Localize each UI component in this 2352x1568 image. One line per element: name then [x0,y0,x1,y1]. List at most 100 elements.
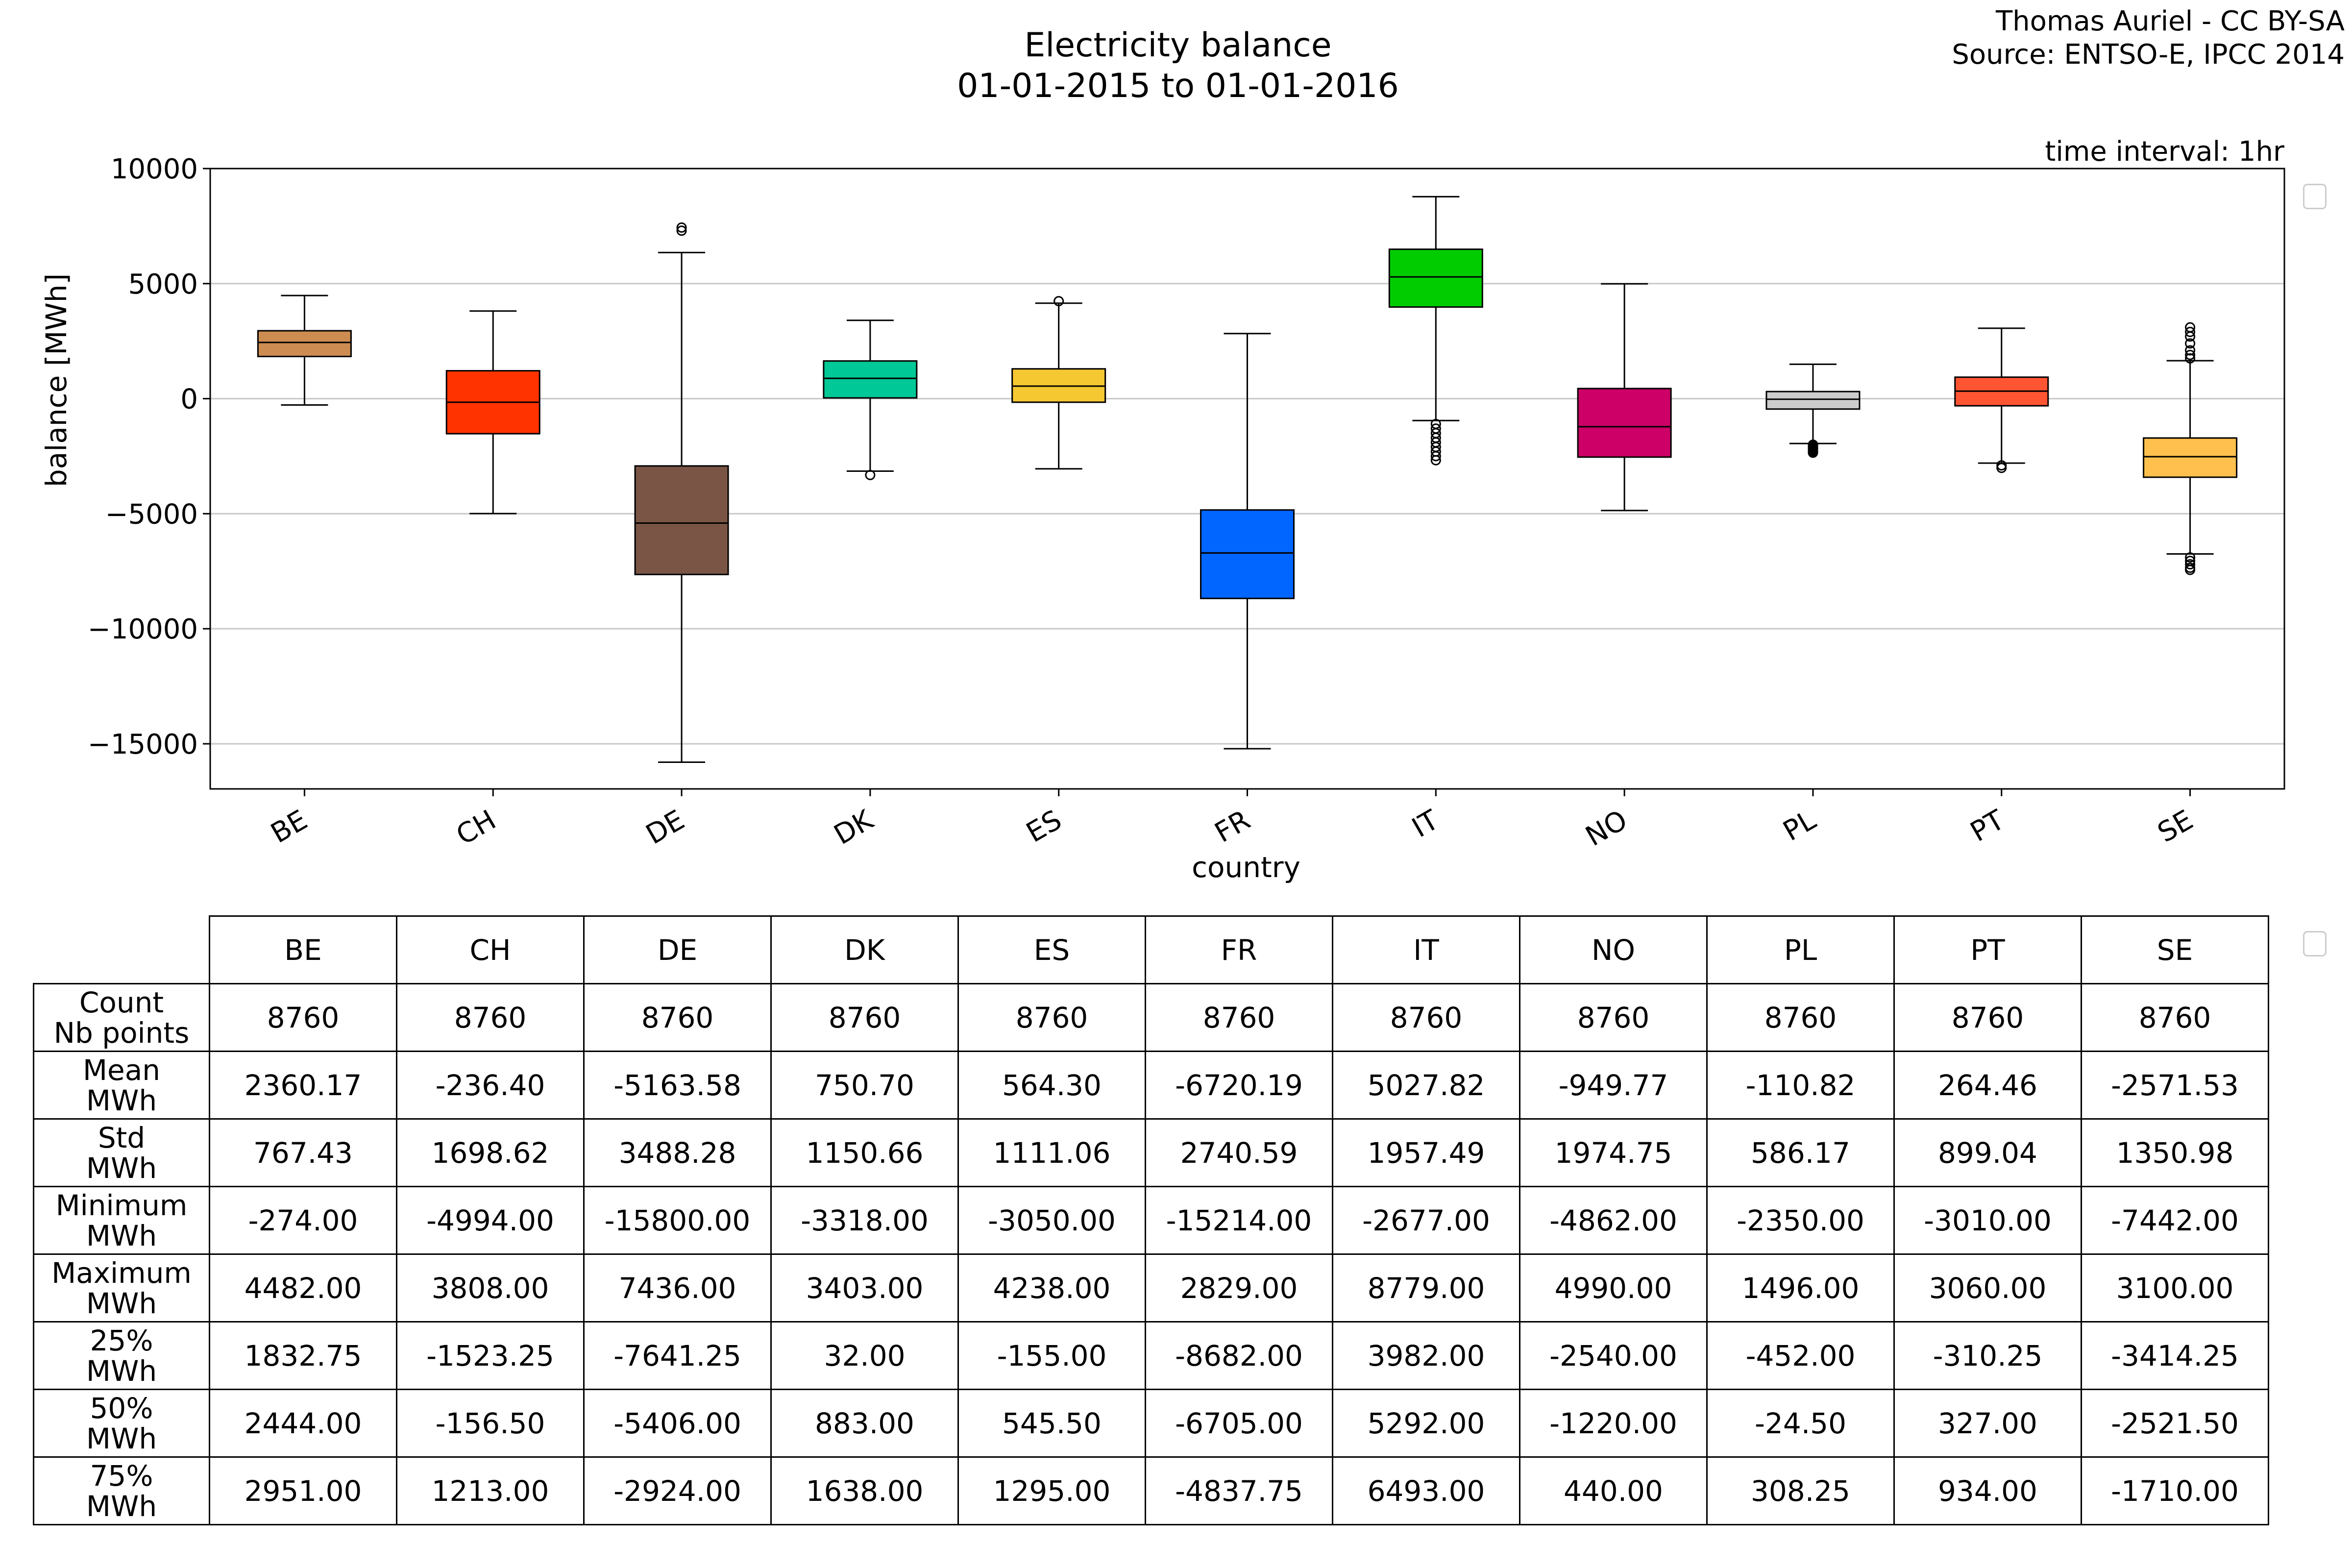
outlier-point [2185,559,2196,570]
table-cell: 4482.00 [209,1253,397,1323]
outlier-point [676,225,687,236]
table-cell: 7436.00 [583,1253,772,1323]
table-cell: -5406.00 [583,1389,772,1458]
y-tick-label: 5000 [128,269,198,300]
table-cell: 586.17 [1706,1118,1895,1187]
row-label: 50% [90,1391,153,1425]
x-tick-label: ES [1021,804,1067,849]
table-cell: -1710.00 [2081,1456,2269,1525]
table-cell: 8760 [209,983,397,1052]
table-cell: 5027.82 [1332,1051,1520,1120]
row-header: Maximum MWh [33,1253,210,1323]
credit-author: Thomas Auriel - CC BY-SA [1995,5,2345,37]
row-header: Std MWh [33,1118,210,1187]
table-cell: -2540.00 [1519,1321,1708,1390]
table-cell: 8760 [770,983,959,1052]
y-axis-label: balance [MWh] [40,273,73,487]
box-SE [2143,322,2238,575]
row-unit: MWh [86,1286,157,1320]
table-cell: 6493.00 [1332,1456,1520,1525]
table-cell: -2521.50 [2081,1389,2269,1458]
table-cell: -310.25 [1893,1321,2082,1390]
outlier-point [2185,564,2196,575]
table-cell: 3060.00 [1893,1253,2082,1323]
row-unit: MWh [86,1083,157,1117]
outlier-point [1808,447,1818,458]
box-plot: Electricity balance 01-01-2015 to 01-01-… [40,5,2345,884]
row-unit: MWh [86,1421,157,1455]
table-cell: -6720.19 [1145,1051,1333,1120]
y-tick-label: 0 [180,384,198,416]
table-cell: 1350.98 [2081,1118,2269,1187]
row-unit: MWh [86,1489,157,1523]
column-header: ES [957,915,1146,984]
table-cell: 32.00 [770,1321,959,1390]
column-header: NO [1519,915,1708,984]
x-tick-label: FR [1209,804,1255,849]
x-tick-label: DK [829,804,879,851]
table-cell: -236.40 [396,1051,585,1120]
table-cell: -949.77 [1519,1051,1708,1120]
table-cell: 327.00 [1893,1389,2082,1458]
outlier-point [1430,451,1441,462]
row-label: Minimum [55,1188,188,1222]
table-cell: 1150.66 [770,1118,959,1187]
y-tick-label: 10000 [111,153,198,185]
chart-title: Electricity balance [1024,26,1331,65]
table-row: Mean MWh 2360.17 -236.40 -5163.58 750.70 564.3… [33,1051,2269,1120]
table-cell: 1496.00 [1706,1253,1895,1323]
x-tick-label: NO [1580,804,1633,853]
box-FR [1200,333,1295,750]
table-row: 50% MWh 2444.00 -156.50 -5406.00 883.00 545.50… [33,1389,2269,1458]
table-row: Count Nb points 8760 8760 8760 8760 8760 8760 87… [33,983,2269,1052]
table-cell: 2951.00 [209,1456,397,1525]
x-tick-label: PL [1778,804,1821,848]
table-cell: 934.00 [1893,1456,2082,1525]
chart-subtitle: 01-01-2015 to 01-01-2016 [957,67,1399,105]
table-cell: -6705.00 [1145,1389,1333,1458]
table-cell: -156.50 [396,1389,585,1458]
table-cell: 5292.00 [1332,1389,1520,1458]
iqr-box [2143,437,2238,478]
row-label: Mean [82,1053,161,1087]
box-BE [257,294,352,406]
box-PT [1954,327,2049,473]
box-IT [1388,196,1483,466]
outlier-point [2185,349,2196,360]
table-cell: 8760 [1145,983,1333,1052]
table-cell: 1974.75 [1519,1118,1708,1187]
outlier-point [676,222,687,233]
column-header: CH [396,915,585,984]
table-cell: 1957.49 [1332,1118,1520,1187]
time-interval-label: time interval: 1hr [2045,136,2285,168]
outlier-point [865,469,876,480]
column-header: PT [1893,915,2082,984]
outlier-point [1996,463,2007,473]
table-cell: 2740.59 [1145,1118,1333,1187]
table-cell: 4238.00 [957,1253,1146,1323]
table-corner [33,916,210,984]
table-cell: 564.30 [957,1051,1146,1120]
box-CH [445,310,540,514]
row-unit: MWh [86,1354,157,1388]
iqr-box [1765,391,1861,410]
table-cell: 8760 [2081,983,2269,1052]
box-NO [1577,283,1672,512]
x-tick-label: CH [451,804,501,852]
table-row: Maximum MWh 4482.00 3808.00 7436.00 3403.00 42… [33,1253,2269,1323]
table-cell: -2924.00 [583,1456,772,1525]
row-header: 75% MWh [33,1456,210,1525]
row-label: Maximum [51,1256,192,1290]
row-header: 25% MWh [33,1321,210,1390]
table-cell: -110.82 [1706,1051,1895,1120]
column-header: IT [1332,915,1520,984]
table-cell: -1523.25 [396,1321,585,1390]
table-cell: 8779.00 [1332,1253,1520,1323]
table-cell: -4837.75 [1145,1456,1333,1525]
table-cell: -24.50 [1706,1389,1895,1458]
table-cell: 2360.17 [209,1051,397,1120]
x-tick-label: IT [1407,804,1445,844]
column-header: DE [583,915,772,984]
box-PL [1765,363,1861,458]
table-cell: 8760 [583,983,772,1052]
